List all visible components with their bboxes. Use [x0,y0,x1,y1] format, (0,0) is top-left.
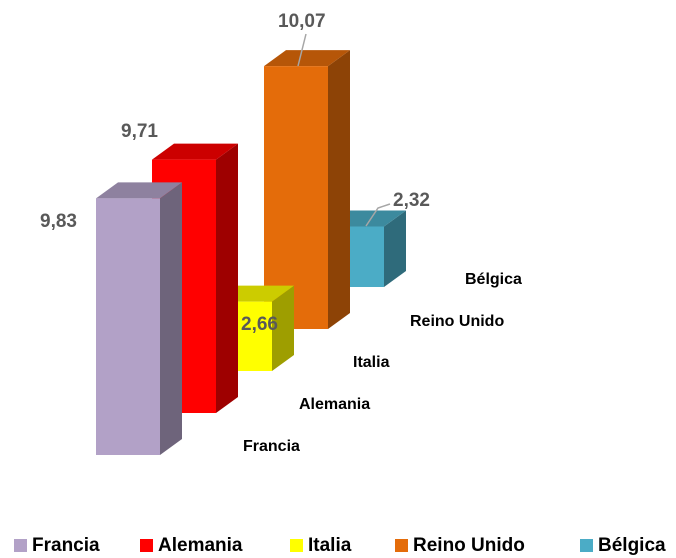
bar-side [328,50,350,329]
bar-top [264,50,350,67]
bar-top [96,182,182,199]
legend-swatch [290,539,303,552]
depth-label: Francia [243,438,300,455]
legend-label: Reino Unido [413,535,525,556]
depth-label: Alemania [299,396,370,413]
value-label: 9,71 [121,121,158,142]
bar-side [216,143,238,413]
legend-swatch [140,539,153,552]
depth-label: Bélgica [465,271,522,288]
legend-swatch [14,539,27,552]
legend-label: Alemania [158,535,243,556]
bar-side [272,285,294,371]
bar [264,50,350,329]
bar-front [264,66,328,329]
legend-label: Francia [32,535,100,556]
value-label: 2,32 [393,190,430,211]
bar-side [384,210,406,287]
legend-swatch [395,539,408,552]
leader-line [365,203,391,227]
bar-side [160,182,182,455]
bar [96,182,182,455]
leader-line [297,33,307,67]
bar-front [96,198,160,455]
legend-label: Italia [308,535,352,556]
legend-swatch [580,539,593,552]
depth-label: Reino Unido [410,313,504,330]
depth-label: Italia [353,354,390,371]
legend-label: Bélgica [598,535,666,556]
value-label: 10,07 [278,11,326,32]
bar-top [152,143,238,160]
value-label: 2,66 [241,314,278,335]
value-label: 9,83 [40,211,77,232]
